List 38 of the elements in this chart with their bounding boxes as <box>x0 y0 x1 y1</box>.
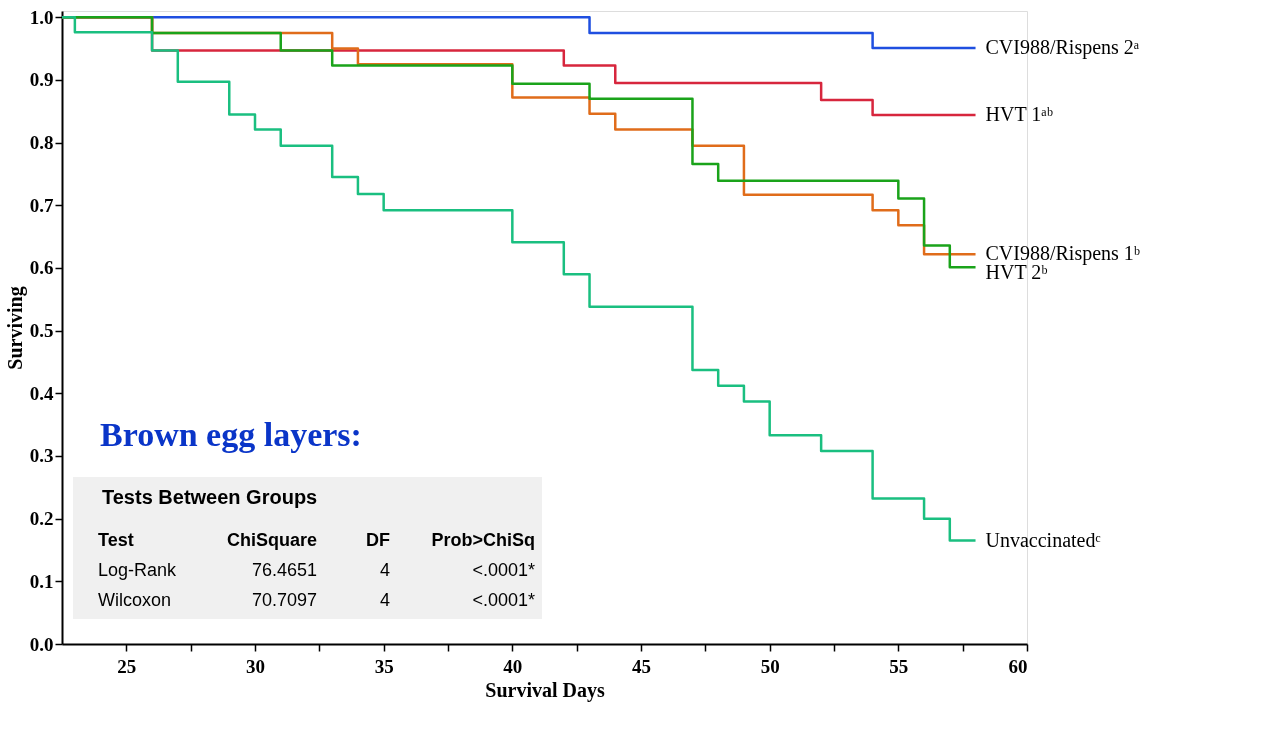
annotation: 70.7097 <box>251 590 317 610</box>
annotation: ChiSquare <box>226 530 317 550</box>
y-tick-label: 0.0 <box>29 633 54 655</box>
x-tick-label: 25 <box>117 655 137 677</box>
y-tick-label: 0.5 <box>29 320 54 342</box>
x-tick-label: 55 <box>889 655 909 677</box>
y-tick-label: 0.3 <box>29 445 54 467</box>
annotation: 76.4651 <box>251 560 317 580</box>
y-tick-label: 0.9 <box>29 69 54 91</box>
x-axis-title: Survival Days <box>485 678 605 702</box>
series-label: HVT 1ᵃᵇ <box>985 103 1053 126</box>
y-axis-title: Surviving <box>3 286 27 370</box>
annotation: DF <box>366 530 390 550</box>
x-tick-label: 40 <box>503 655 523 677</box>
y-tick-label: 0.4 <box>29 382 54 404</box>
y-tick-label: 0.6 <box>29 257 54 279</box>
annotation: Prob>ChiSq <box>431 530 535 550</box>
x-tick-label: 45 <box>632 655 651 677</box>
y-tick-label: 0.1 <box>29 570 54 592</box>
x-tick-label: 60 <box>1008 655 1028 677</box>
y-tick-label: 1.0 <box>29 6 54 28</box>
annotation: Tests Between Groups <box>102 486 318 508</box>
y-tick-label: 0.2 <box>29 508 54 530</box>
annotation: <.0001* <box>472 590 535 610</box>
series-label: Unvaccinatedᶜ <box>985 528 1101 551</box>
annotation: Log-Rank <box>98 560 178 580</box>
series-label: CVI988/Rispens 2ᵃ <box>985 35 1140 59</box>
x-tick-label: 30 <box>246 655 265 677</box>
annotation: Brown egg layers: <box>100 416 362 453</box>
annotation: 4 <box>379 590 390 610</box>
annotation: Test <box>98 530 134 550</box>
x-tick-label: 35 <box>374 655 394 677</box>
annotation: Wilcoxon <box>98 590 172 610</box>
annotation: <.0001* <box>472 560 535 580</box>
annotation: 4 <box>379 560 390 580</box>
y-tick-label: 0.7 <box>29 194 54 216</box>
y-tick-label: 0.8 <box>29 132 54 154</box>
x-tick-label: 50 <box>760 655 780 677</box>
